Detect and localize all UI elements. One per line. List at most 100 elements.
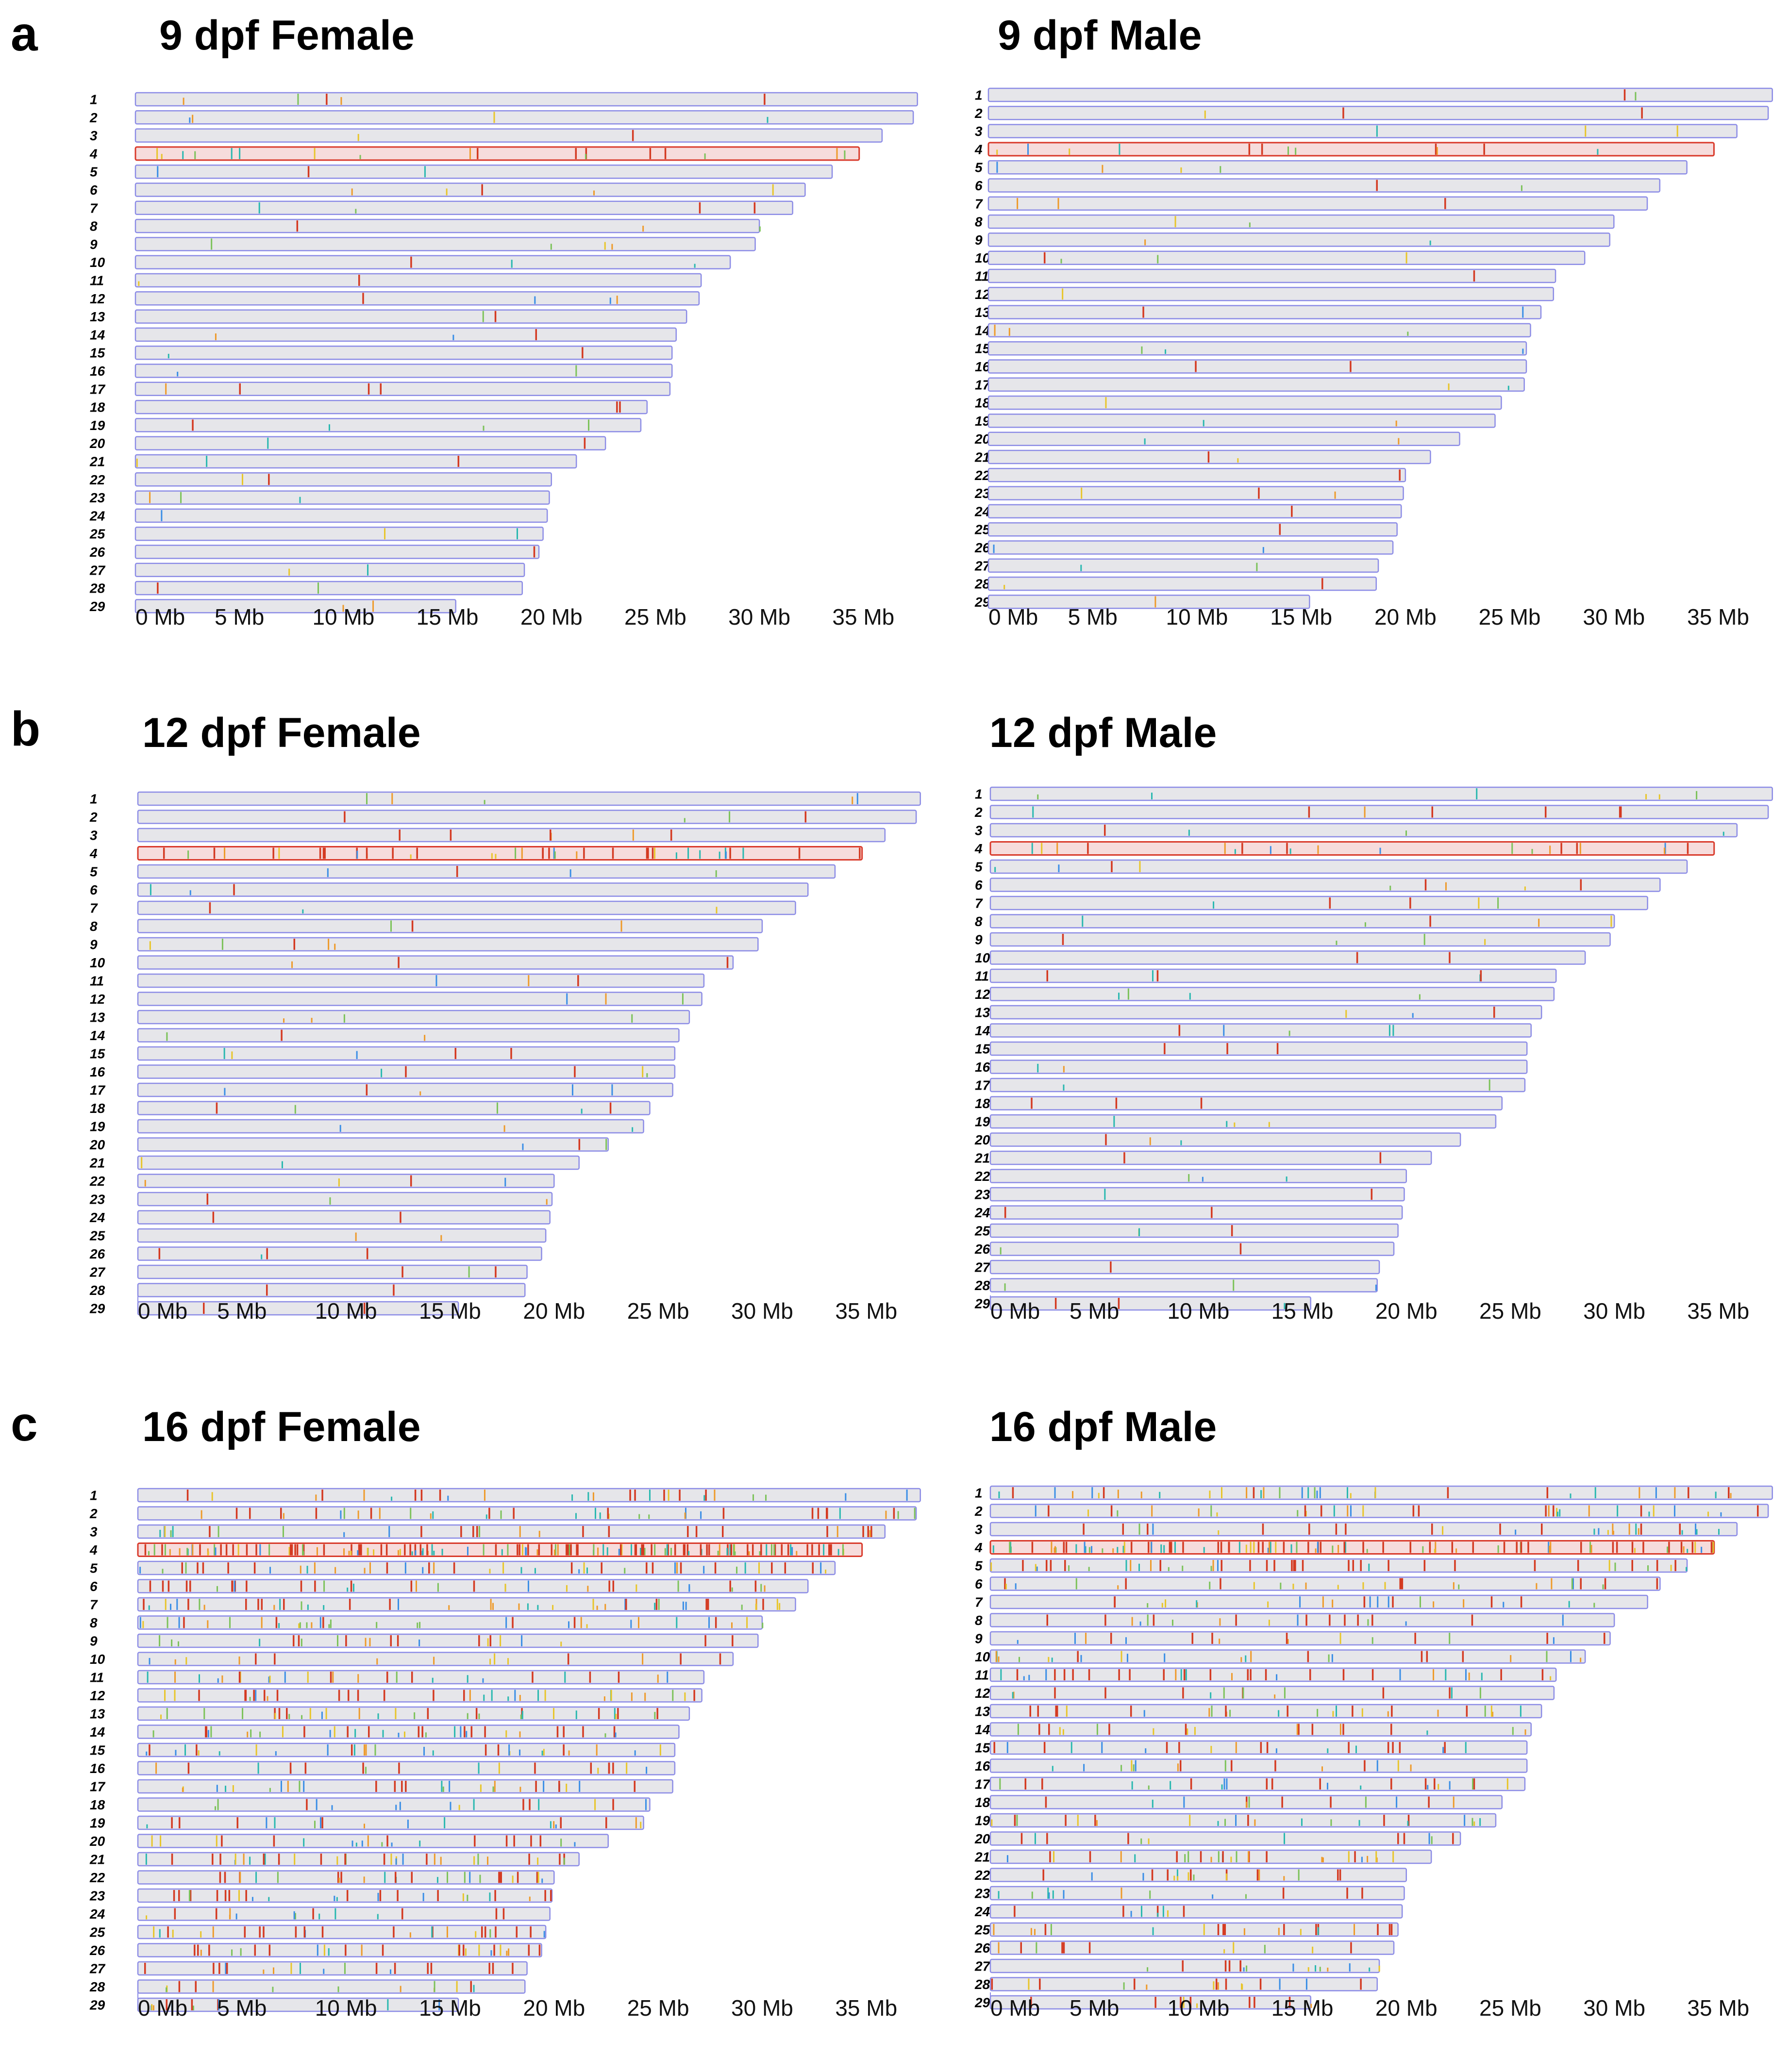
variant-marker [597,1547,599,1556]
x-tick-label: 35 Mb [832,604,894,630]
variant-marker [394,1781,396,1792]
variant-marker [475,1931,477,1938]
variant-marker [1133,1764,1135,1772]
variant-marker [343,1532,345,1537]
chromosome-label: 11 [975,269,989,284]
chromosome-bar [987,504,1402,519]
variant-marker [1449,952,1451,963]
variant-marker [1149,1890,1151,1899]
variant-marker [1473,270,1475,282]
chromosome-label: 10 [90,1652,105,1667]
variant-marker [1287,146,1289,155]
chromosome-bar [134,418,642,432]
variant-marker [837,1549,839,1556]
variant-marker [1182,1687,1184,1699]
variant-marker [303,1726,305,1738]
variant-marker [773,1544,775,1556]
chromosome-label: 26 [89,545,105,560]
variant-marker [1102,165,1103,173]
variant-marker [386,1835,388,1847]
x-tick-label: 35 Mb [835,1298,897,1324]
variant-marker [340,97,342,105]
variant-marker [830,1544,832,1556]
variant-marker [380,383,382,395]
chromosome-label: 22 [974,1868,990,1883]
variant-marker [1384,1582,1386,1590]
variant-marker [1301,1818,1303,1826]
variant-marker [261,1599,263,1610]
variant-marker [589,1672,591,1683]
chromosome-bar [137,1524,886,1539]
variant-marker [575,365,577,377]
chromosome-bar [987,214,1615,229]
variant-marker [1476,788,1478,799]
variant-marker [1006,1742,1008,1753]
chromosome-bar [987,232,1610,247]
variant-marker [1305,1614,1307,1626]
variant-marker [235,1913,237,1920]
variant-marker [1435,1542,1437,1553]
variant-marker [1568,1601,1570,1608]
variant-marker [1256,563,1258,571]
variant-marker [592,1599,594,1610]
variant-marker [495,1926,497,1938]
chromosome-bar [134,508,548,523]
panel-title-9dpf-male: 9 dpf Male [998,12,1202,59]
variant-marker [1423,934,1425,945]
chromosome-label: 9 [90,1634,98,1649]
variant-marker [680,1562,682,1574]
variant-marker [468,1266,470,1277]
variant-marker [328,1948,330,1956]
variant-marker [390,920,392,932]
variant-marker [1421,1651,1423,1662]
variant-marker [437,1890,439,1901]
variant-marker [1295,148,1297,155]
variant-marker [1317,1927,1319,1935]
variant-marker [1278,1710,1280,1717]
variant-marker [522,1799,524,1810]
variant-marker [322,847,325,859]
variant-marker [1433,1601,1435,1608]
chromosome-label: 9 [90,937,98,952]
variant-marker [615,1732,617,1738]
variant-marker [1182,1565,1184,1571]
variant-marker [996,162,998,173]
variant-marker [1164,1043,1166,1054]
variant-marker [479,1874,481,1883]
variant-marker [297,94,299,105]
variant-marker [1308,806,1310,818]
variant-marker [192,115,194,123]
variant-marker [1429,240,1431,246]
variant-marker [487,1638,489,1646]
variant-marker [453,1562,455,1574]
chromosome-label: 16 [90,364,105,379]
chromosome-bar [137,1137,609,1152]
variant-marker [148,1605,150,1610]
variant-marker [1063,1084,1065,1091]
variant-marker [1426,1730,1428,1735]
variant-marker [1283,1924,1285,1935]
chromosome-label: 19 [975,1114,990,1129]
variant-marker [996,149,998,155]
x-tick-label: 0 Mb [138,1298,187,1324]
variant-marker [1444,1742,1446,1753]
variant-marker [634,1544,636,1556]
variant-marker [1054,1687,1056,1699]
chromosome-bar [989,1940,1395,1955]
variant-marker [1419,994,1421,1000]
variant-marker [1048,1892,1050,1899]
variant-marker [914,1508,916,1519]
variant-marker [1153,1728,1154,1735]
variant-marker [1442,1747,1444,1753]
variant-marker [1321,1766,1323,1772]
variant-marker [586,1624,588,1628]
variant-marker [357,1510,359,1519]
variant-marker [150,884,151,895]
variant-marker [1050,1924,1052,1935]
chromosome-bar [134,526,544,541]
variant-marker [495,854,497,859]
variant-marker [507,1544,509,1556]
variant-marker [550,1890,552,1901]
variant-marker [174,1659,176,1665]
variant-marker [185,1580,188,1592]
